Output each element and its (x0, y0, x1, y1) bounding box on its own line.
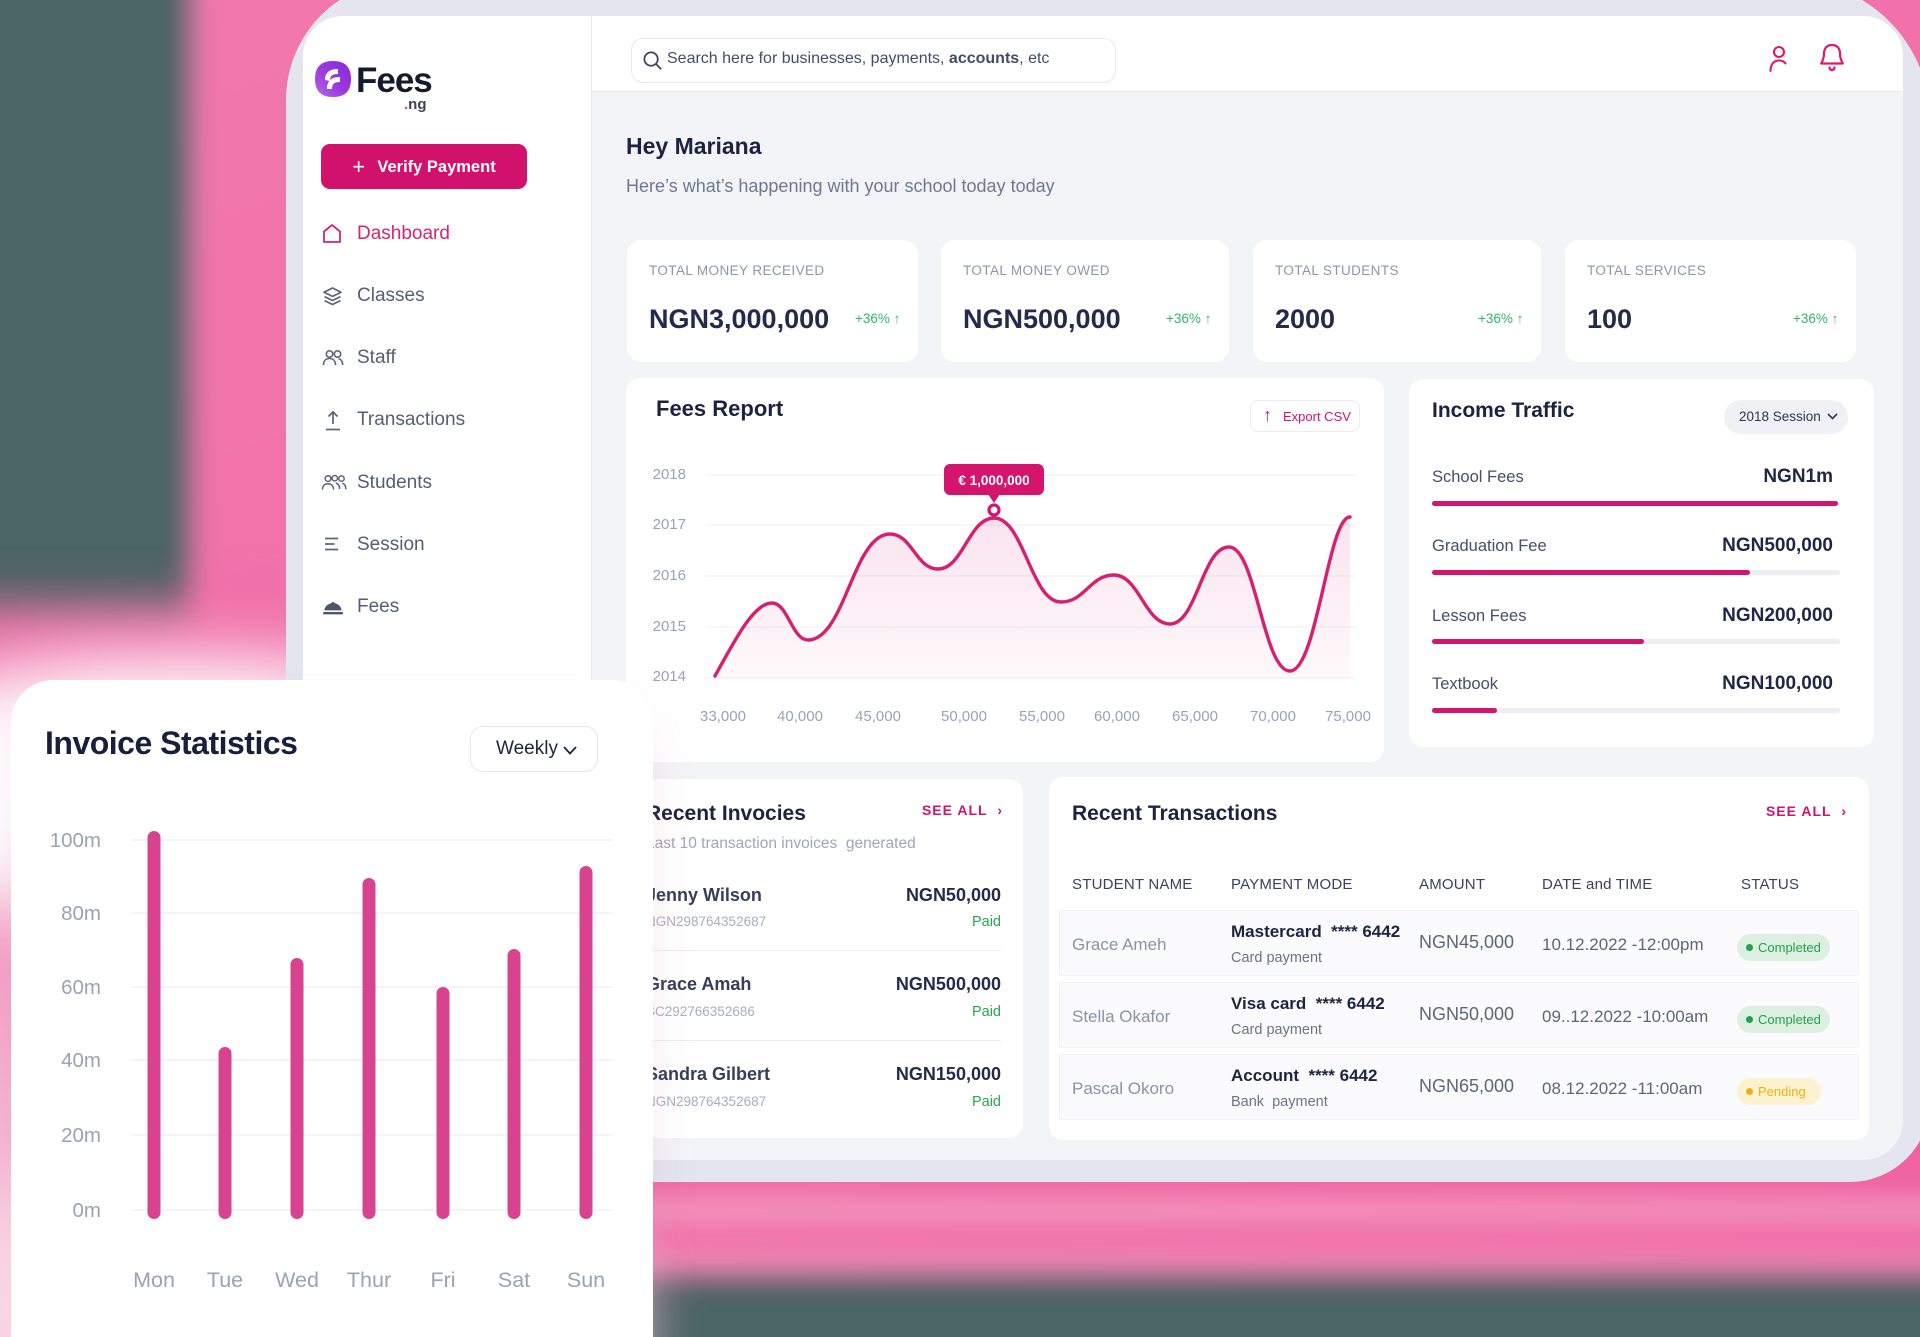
svg-text:Thur: Thur (347, 1268, 391, 1292)
svg-text:Tue: Tue (207, 1268, 243, 1292)
svg-text:Sat: Sat (498, 1268, 530, 1292)
svg-text:€ 1,000,000: € 1,000,000 (958, 473, 1029, 488)
svg-text:Sun: Sun (567, 1268, 605, 1292)
svg-text:Wed: Wed (275, 1268, 319, 1292)
svg-text:40m: 40m (61, 1049, 101, 1072)
svg-text:0m: 0m (73, 1199, 101, 1222)
svg-text:Mon: Mon (133, 1268, 175, 1292)
svg-text:80m: 80m (61, 902, 101, 925)
svg-text:20m: 20m (61, 1124, 101, 1147)
svg-text:100m: 100m (50, 829, 101, 852)
svg-text:60m: 60m (61, 976, 101, 999)
svg-text:Fri: Fri (430, 1268, 455, 1292)
